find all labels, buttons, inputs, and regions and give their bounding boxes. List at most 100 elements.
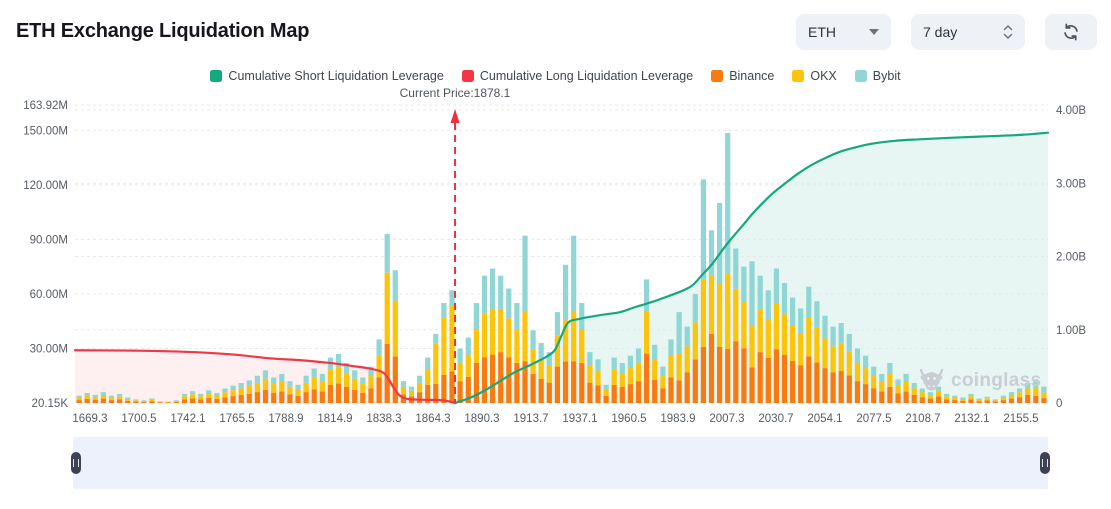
binance-bar-segment[interactable] bbox=[425, 384, 431, 403]
okx-bar-segment[interactable] bbox=[400, 386, 406, 395]
okx-bar-segment[interactable] bbox=[798, 333, 804, 366]
okx-bar-segment[interactable] bbox=[538, 358, 544, 379]
okx-bar-segment[interactable] bbox=[838, 343, 844, 371]
okx-bar-segment[interactable] bbox=[319, 381, 325, 392]
binance-bar-segment[interactable] bbox=[352, 389, 358, 403]
bybit-bar-segment[interactable] bbox=[554, 312, 560, 336]
binance-bar-segment[interactable] bbox=[1033, 395, 1039, 403]
bybit-bar-segment[interactable] bbox=[538, 343, 544, 359]
bybit-bar-segment[interactable] bbox=[433, 333, 439, 344]
binance-bar-segment[interactable] bbox=[498, 352, 504, 403]
bybit-bar-segment[interactable] bbox=[530, 330, 536, 350]
binance-bar-segment[interactable] bbox=[117, 399, 123, 403]
binance-bar-segment[interactable] bbox=[822, 368, 828, 403]
bybit-bar-segment[interactable] bbox=[279, 373, 285, 382]
binance-bar-segment[interactable] bbox=[473, 363, 479, 403]
bybit-bar-segment[interactable] bbox=[595, 359, 601, 371]
bybit-bar-segment[interactable] bbox=[319, 373, 325, 382]
bybit-bar-segment[interactable] bbox=[100, 392, 106, 395]
binance-bar-segment[interactable] bbox=[198, 399, 204, 403]
binance-bar-segment[interactable] bbox=[700, 347, 706, 403]
okx-bar-segment[interactable] bbox=[1017, 392, 1023, 398]
bybit-bar-segment[interactable] bbox=[238, 383, 244, 389]
bybit-bar-segment[interactable] bbox=[214, 393, 220, 396]
binance-bar-segment[interactable] bbox=[895, 393, 901, 404]
bybit-bar-segment[interactable] bbox=[741, 266, 747, 303]
bybit-bar-segment[interactable] bbox=[392, 270, 398, 301]
okx-bar-segment[interactable] bbox=[822, 338, 828, 369]
okx-bar-segment[interactable] bbox=[854, 362, 861, 382]
binance-bar-segment[interactable] bbox=[295, 395, 301, 403]
binance-bar-segment[interactable] bbox=[595, 385, 601, 404]
okx-bar-segment[interactable] bbox=[571, 311, 577, 362]
binance-bar-segment[interactable] bbox=[781, 355, 788, 403]
okx-bar-segment[interactable] bbox=[652, 359, 658, 380]
bybit-bar-segment[interactable] bbox=[944, 393, 950, 397]
bybit-bar-segment[interactable] bbox=[384, 233, 390, 273]
okx-bar-segment[interactable] bbox=[927, 395, 933, 399]
binance-bar-segment[interactable] bbox=[392, 356, 398, 404]
okx-bar-segment[interactable] bbox=[717, 283, 723, 347]
bybit-bar-segment[interactable] bbox=[344, 363, 350, 374]
bybit-bar-segment[interactable] bbox=[417, 375, 423, 383]
zoom-slider-right-handle[interactable] bbox=[1040, 452, 1050, 474]
bybit-bar-segment[interactable] bbox=[408, 386, 415, 391]
bybit-bar-segment[interactable] bbox=[644, 279, 650, 312]
binance-bar-segment[interactable] bbox=[76, 400, 82, 403]
okx-bar-segment[interactable] bbox=[449, 305, 455, 372]
binance-bar-segment[interactable] bbox=[660, 388, 666, 404]
okx-bar-segment[interactable] bbox=[757, 308, 763, 353]
bybit-bar-segment[interactable] bbox=[911, 383, 917, 389]
binance-bar-segment[interactable] bbox=[141, 401, 147, 403]
okx-bar-segment[interactable] bbox=[627, 368, 633, 385]
bybit-bar-segment[interactable] bbox=[376, 339, 382, 356]
binance-bar-segment[interactable] bbox=[538, 379, 544, 403]
bybit-bar-segment[interactable] bbox=[984, 396, 990, 399]
bybit-bar-segment[interactable] bbox=[92, 394, 98, 397]
refresh-button[interactable] bbox=[1045, 14, 1097, 50]
binance-bar-segment[interactable] bbox=[327, 384, 333, 403]
okx-bar-segment[interactable] bbox=[271, 384, 277, 393]
okx-bar-segment[interactable] bbox=[595, 370, 601, 386]
bybit-bar-segment[interactable] bbox=[976, 398, 982, 400]
bybit-bar-segment[interactable] bbox=[627, 355, 633, 369]
symbol-select[interactable]: ETH bbox=[796, 14, 891, 50]
legend-item-cumulative-short-liquidation-leverage[interactable]: Cumulative Short Liquidation Leverage bbox=[210, 69, 444, 83]
bybit-bar-segment[interactable] bbox=[311, 368, 317, 378]
bybit-bar-segment[interactable] bbox=[903, 373, 909, 382]
okx-bar-segment[interactable] bbox=[692, 322, 698, 360]
okx-bar-segment[interactable] bbox=[506, 318, 512, 358]
okx-bar-segment[interactable] bbox=[992, 400, 998, 402]
binance-bar-segment[interactable] bbox=[319, 391, 325, 403]
binance-bar-segment[interactable] bbox=[222, 397, 228, 403]
binance-bar-segment[interactable] bbox=[173, 401, 179, 403]
binance-bar-segment[interactable] bbox=[230, 396, 236, 403]
bybit-bar-segment[interactable] bbox=[660, 366, 666, 377]
bybit-bar-segment[interactable] bbox=[587, 352, 593, 366]
bybit-bar-segment[interactable] bbox=[246, 380, 252, 387]
bybit-bar-segment[interactable] bbox=[935, 386, 942, 391]
binance-bar-segment[interactable] bbox=[108, 400, 115, 403]
okx-bar-segment[interactable] bbox=[384, 272, 390, 344]
bybit-bar-segment[interactable] bbox=[773, 268, 779, 304]
binance-bar-segment[interactable] bbox=[798, 365, 804, 403]
binance-bar-segment[interactable] bbox=[433, 383, 439, 403]
legend-item-bybit[interactable]: Bybit bbox=[854, 69, 901, 83]
okx-bar-segment[interactable] bbox=[522, 311, 528, 362]
bybit-bar-segment[interactable] bbox=[1000, 395, 1006, 398]
binance-bar-segment[interactable] bbox=[554, 366, 560, 403]
bybit-bar-segment[interactable] bbox=[141, 400, 147, 401]
okx-bar-segment[interactable] bbox=[733, 288, 739, 342]
binance-bar-segment[interactable] bbox=[1000, 400, 1006, 403]
okx-bar-segment[interactable] bbox=[206, 393, 212, 398]
bybit-bar-segment[interactable] bbox=[1033, 379, 1039, 389]
okx-bar-segment[interactable] bbox=[587, 365, 593, 383]
okx-bar-segment[interactable] bbox=[676, 353, 682, 381]
okx-bar-segment[interactable] bbox=[84, 395, 90, 400]
bybit-bar-segment[interactable] bbox=[838, 323, 844, 344]
okx-bar-segment[interactable] bbox=[514, 329, 520, 363]
binance-bar-segment[interactable] bbox=[125, 400, 131, 403]
okx-bar-segment[interactable] bbox=[546, 365, 552, 383]
okx-bar-segment[interactable] bbox=[465, 354, 471, 377]
okx-bar-segment[interactable] bbox=[441, 317, 447, 375]
